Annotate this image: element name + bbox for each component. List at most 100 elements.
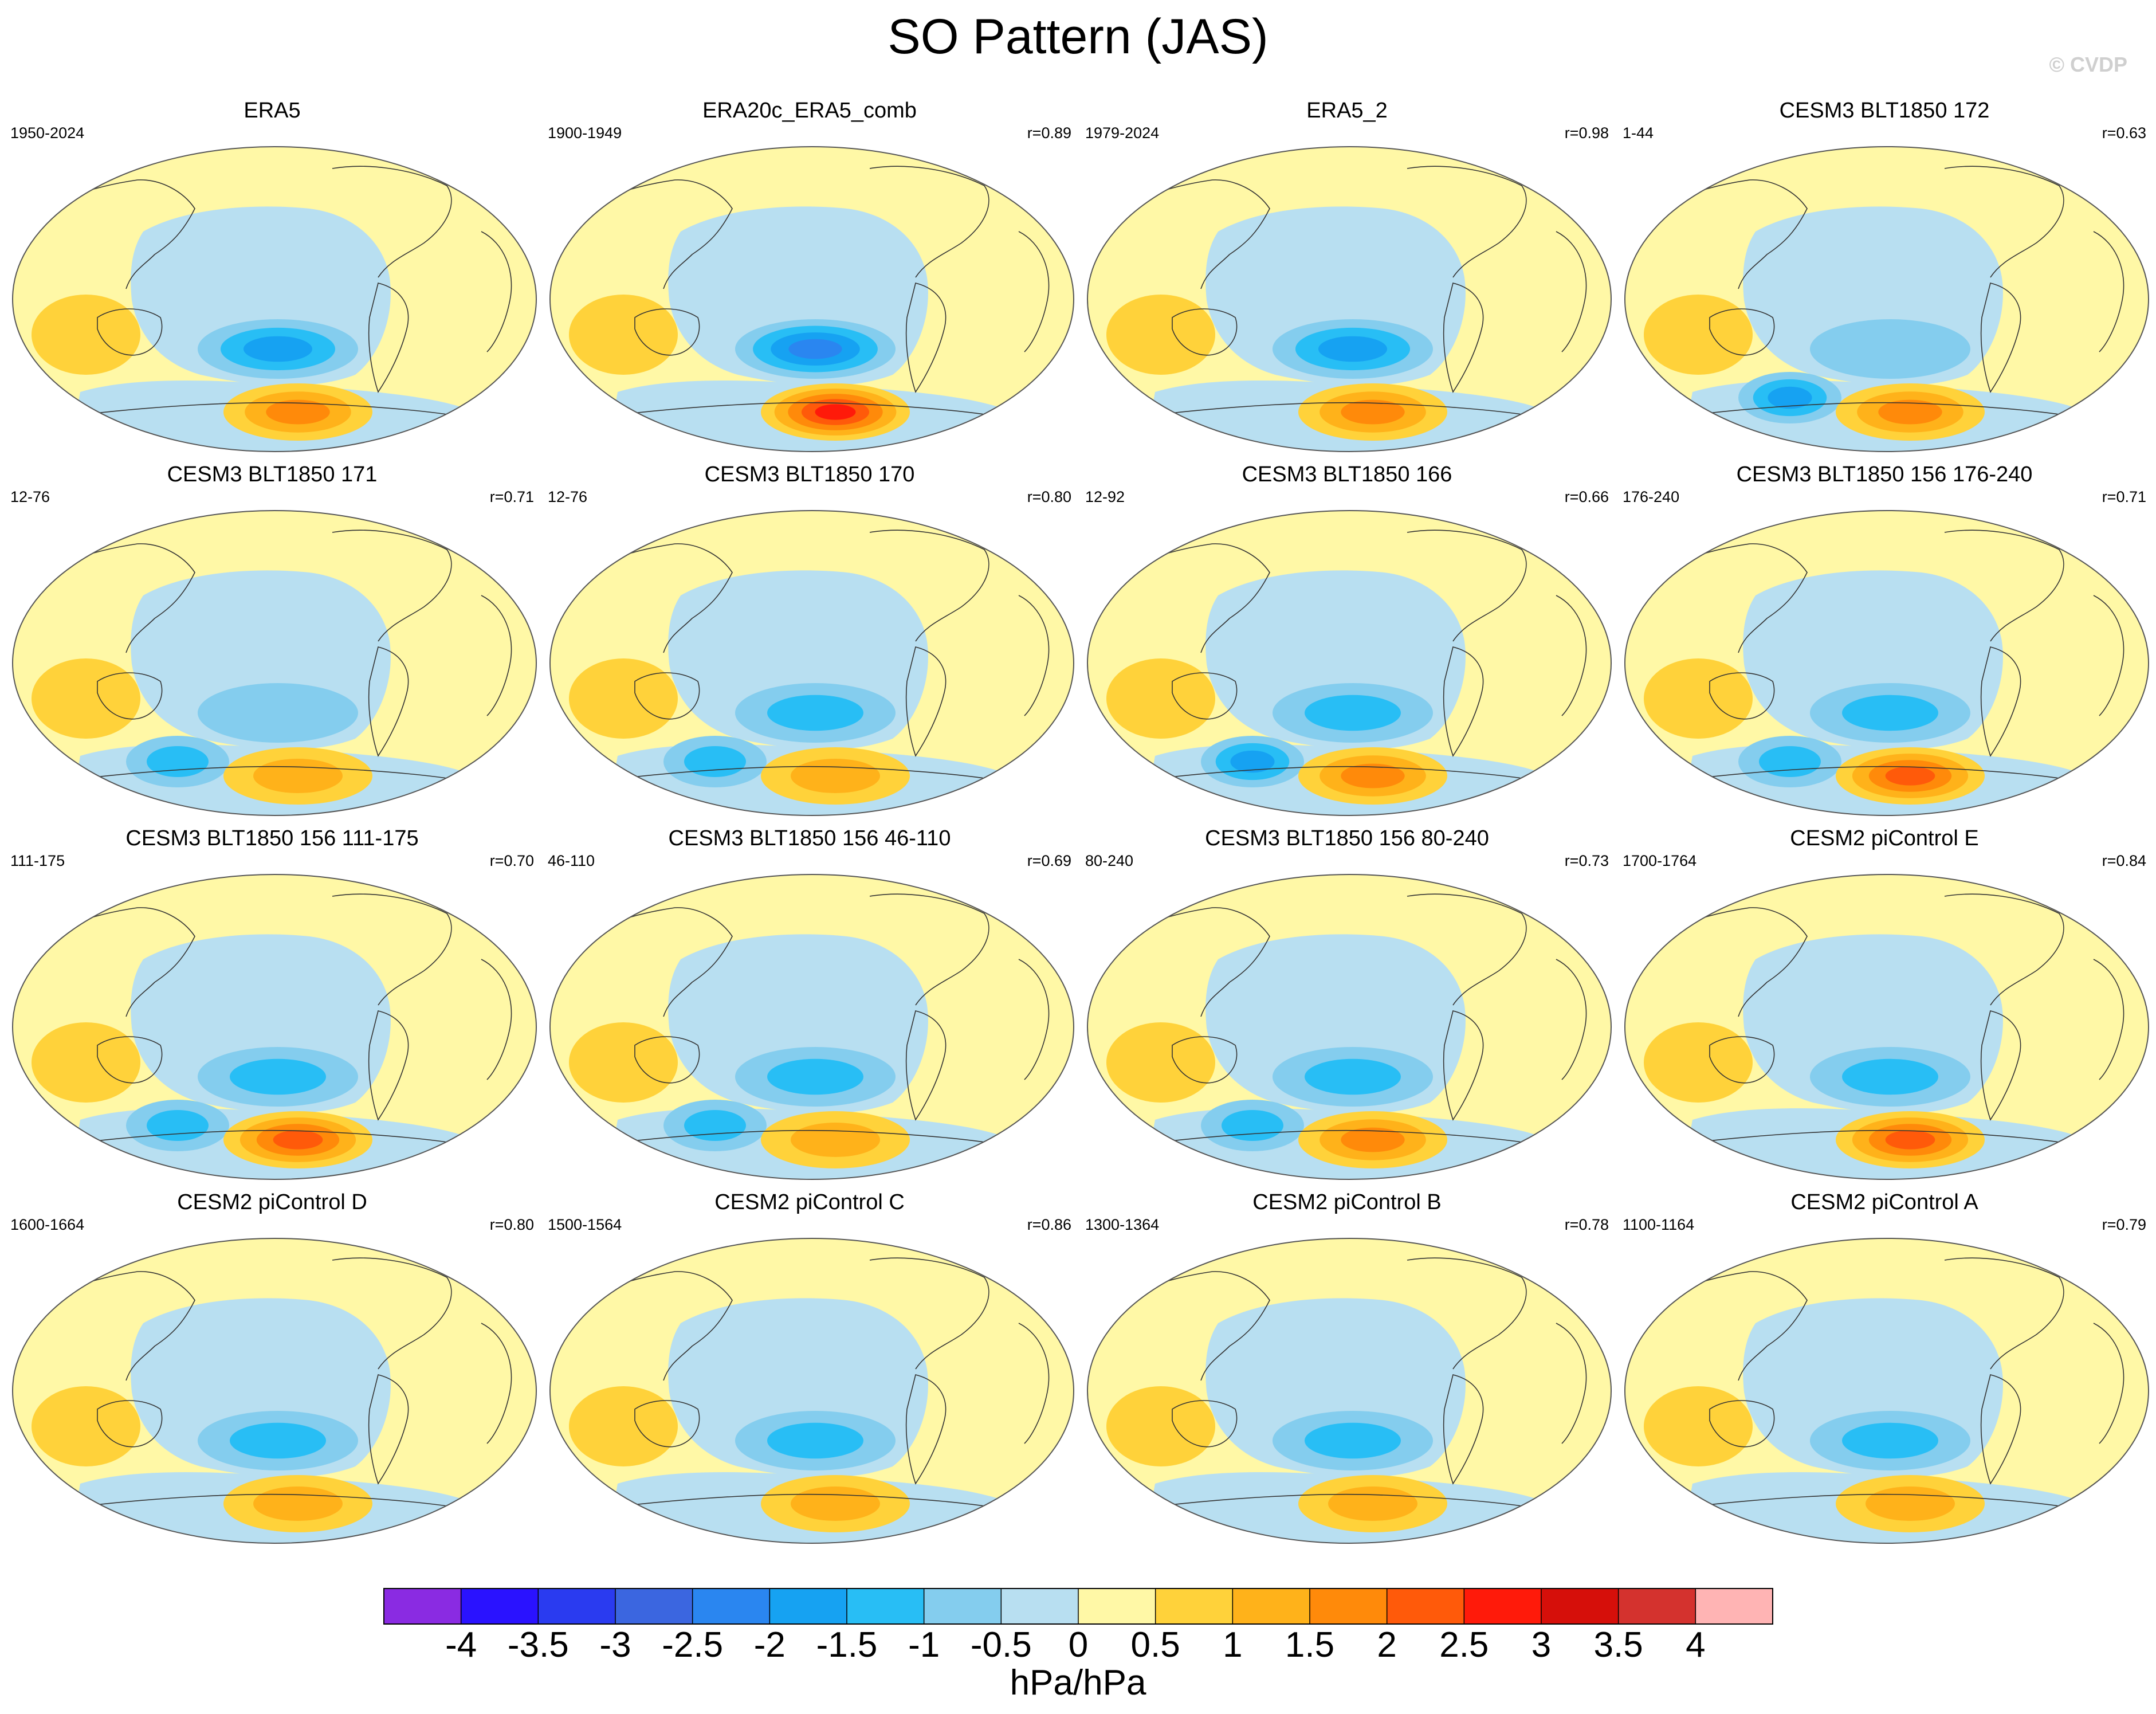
map-panel: ERA20c_ERA5_comb 1900-1949 r=0.89 <box>543 97 1076 453</box>
colorbar-swatch <box>1387 1589 1464 1624</box>
coastline <box>80 1493 482 1513</box>
panel-title: CESM2 piControl D <box>177 1190 367 1214</box>
panel-correlation: r=0.71 <box>2102 488 2146 505</box>
positive-region-west <box>1106 658 1215 739</box>
south-high-contour <box>1885 766 1935 786</box>
coastline <box>1944 1257 2064 1370</box>
coastline <box>617 1493 1019 1513</box>
credit-watermark: © CVDP <box>2049 53 2127 76</box>
panel-title: CESM3 BLT1850 171 <box>167 462 378 487</box>
coastline <box>1154 1493 1557 1513</box>
coastline <box>617 766 1019 785</box>
coastline <box>368 283 409 393</box>
map-plot <box>12 1238 537 1544</box>
panel-period: 1700-1764 <box>1623 852 1697 869</box>
panel-period: 12-76 <box>548 488 588 505</box>
coastline <box>97 1400 163 1448</box>
map-border <box>1087 1238 1612 1544</box>
coastline <box>1154 766 1557 785</box>
positive-region-west <box>32 658 140 739</box>
south-high-contour <box>1341 399 1405 425</box>
panel-title: CESM2 piControl A <box>1790 1190 1978 1214</box>
west-low-contour <box>1230 750 1275 773</box>
pacific-low-contour <box>1842 1058 1938 1095</box>
colorbar-tick-label: 2 <box>1377 1625 1397 1665</box>
coastline <box>80 1129 482 1149</box>
south-high-contour <box>253 759 343 793</box>
positive-region-west <box>1106 295 1215 375</box>
colorbar-swatch <box>461 1589 539 1624</box>
south-high-contour <box>791 759 880 793</box>
coastline <box>1407 1257 1527 1370</box>
map-border <box>1624 874 2149 1180</box>
coastline <box>905 646 947 757</box>
map-plot <box>12 146 537 452</box>
coastline <box>332 893 452 1006</box>
map-plot <box>1087 1238 1612 1544</box>
colorbar-swatch <box>1541 1589 1619 1624</box>
pacific-low-contour <box>1305 695 1401 731</box>
pacific-low-contour <box>1810 319 1970 379</box>
coastline <box>481 231 512 352</box>
panel-period: 1-44 <box>1623 124 1654 142</box>
map-plot <box>1624 874 2149 1180</box>
coastline <box>1172 308 1238 356</box>
west-low-contour <box>1222 1110 1283 1141</box>
coastline <box>1709 308 1775 356</box>
coastline <box>1556 595 1587 716</box>
colorbar-swatch <box>538 1589 616 1624</box>
coastline <box>1692 1493 2094 1513</box>
colorbar-labels: -4 -3.5 -3 -2.5 -2 -1.5 -1 -0.5 0 0.5 1 1.5 2 2.5 3 3.5… <box>384 1625 1773 1665</box>
panel-period: 1900-1949 <box>548 124 622 142</box>
positive-region-west <box>569 658 678 739</box>
pacific-low-contour <box>1305 1058 1401 1095</box>
map-panel: ERA5_2 1979-2024 r=0.98 <box>1081 97 1613 453</box>
map-panel: CESM3 BLT1850 156 176-240 176-240 r=0.71 <box>1618 461 2151 817</box>
south-high-contour <box>266 399 330 425</box>
coastline <box>1154 1129 1557 1149</box>
coastline <box>1443 646 1484 757</box>
map-border <box>1624 146 2149 452</box>
positive-region-west <box>1644 1022 1753 1103</box>
south-high-contour <box>1341 1127 1405 1152</box>
pacific-low-contour <box>767 695 863 731</box>
panel-correlation: r=0.78 <box>1564 1216 1609 1233</box>
positive-region-west <box>32 1386 140 1466</box>
map-plot <box>1087 510 1612 816</box>
colorbar-swatch <box>769 1589 847 1624</box>
coastline <box>869 1257 989 1370</box>
panel-correlation: r=0.73 <box>1564 852 1609 869</box>
map-panel: CESM2 piControl C 1500-1564 r=0.86 <box>543 1189 1076 1544</box>
map-border <box>1624 510 2149 816</box>
coastline <box>1407 166 1527 278</box>
coastline <box>905 1374 947 1485</box>
positive-region-west <box>1644 658 1753 739</box>
coastline <box>1172 672 1238 720</box>
coastline <box>1692 1129 2094 1149</box>
panel-correlation: r=0.86 <box>1027 1216 1071 1233</box>
coastline <box>1692 766 2094 785</box>
coastline <box>1407 530 1527 642</box>
map-panel: CESM3 BLT1850 172 1-44 r=0.63 <box>1618 97 2151 453</box>
colorbar-swatch <box>1232 1589 1310 1624</box>
coastline <box>1980 283 2021 393</box>
coastline <box>869 166 989 278</box>
panel-correlation: r=0.80 <box>1027 488 1071 505</box>
south-high-contour <box>1885 1130 1935 1150</box>
coastline <box>2093 959 2124 1080</box>
colorbar-tick-label: 0 <box>1068 1625 1089 1665</box>
colorbar-swatch <box>924 1589 1002 1624</box>
positive-region-west <box>569 1386 678 1466</box>
pacific-low-contour <box>788 339 842 359</box>
positive-region-west <box>32 1022 140 1103</box>
map-plot <box>549 146 1074 452</box>
coastline <box>1980 1374 2021 1485</box>
map-border <box>549 146 1074 452</box>
colorbar-tick-label: 4 <box>1686 1625 1706 1665</box>
west-low-contour <box>684 746 746 777</box>
map-panel: CESM3 BLT1850 156 80-240 80-240 r=0.73 <box>1081 825 1613 1180</box>
coastline <box>1980 646 2021 757</box>
map-border <box>1087 146 1612 452</box>
coastline <box>1556 231 1587 352</box>
colorbar-swatch <box>1310 1589 1388 1624</box>
